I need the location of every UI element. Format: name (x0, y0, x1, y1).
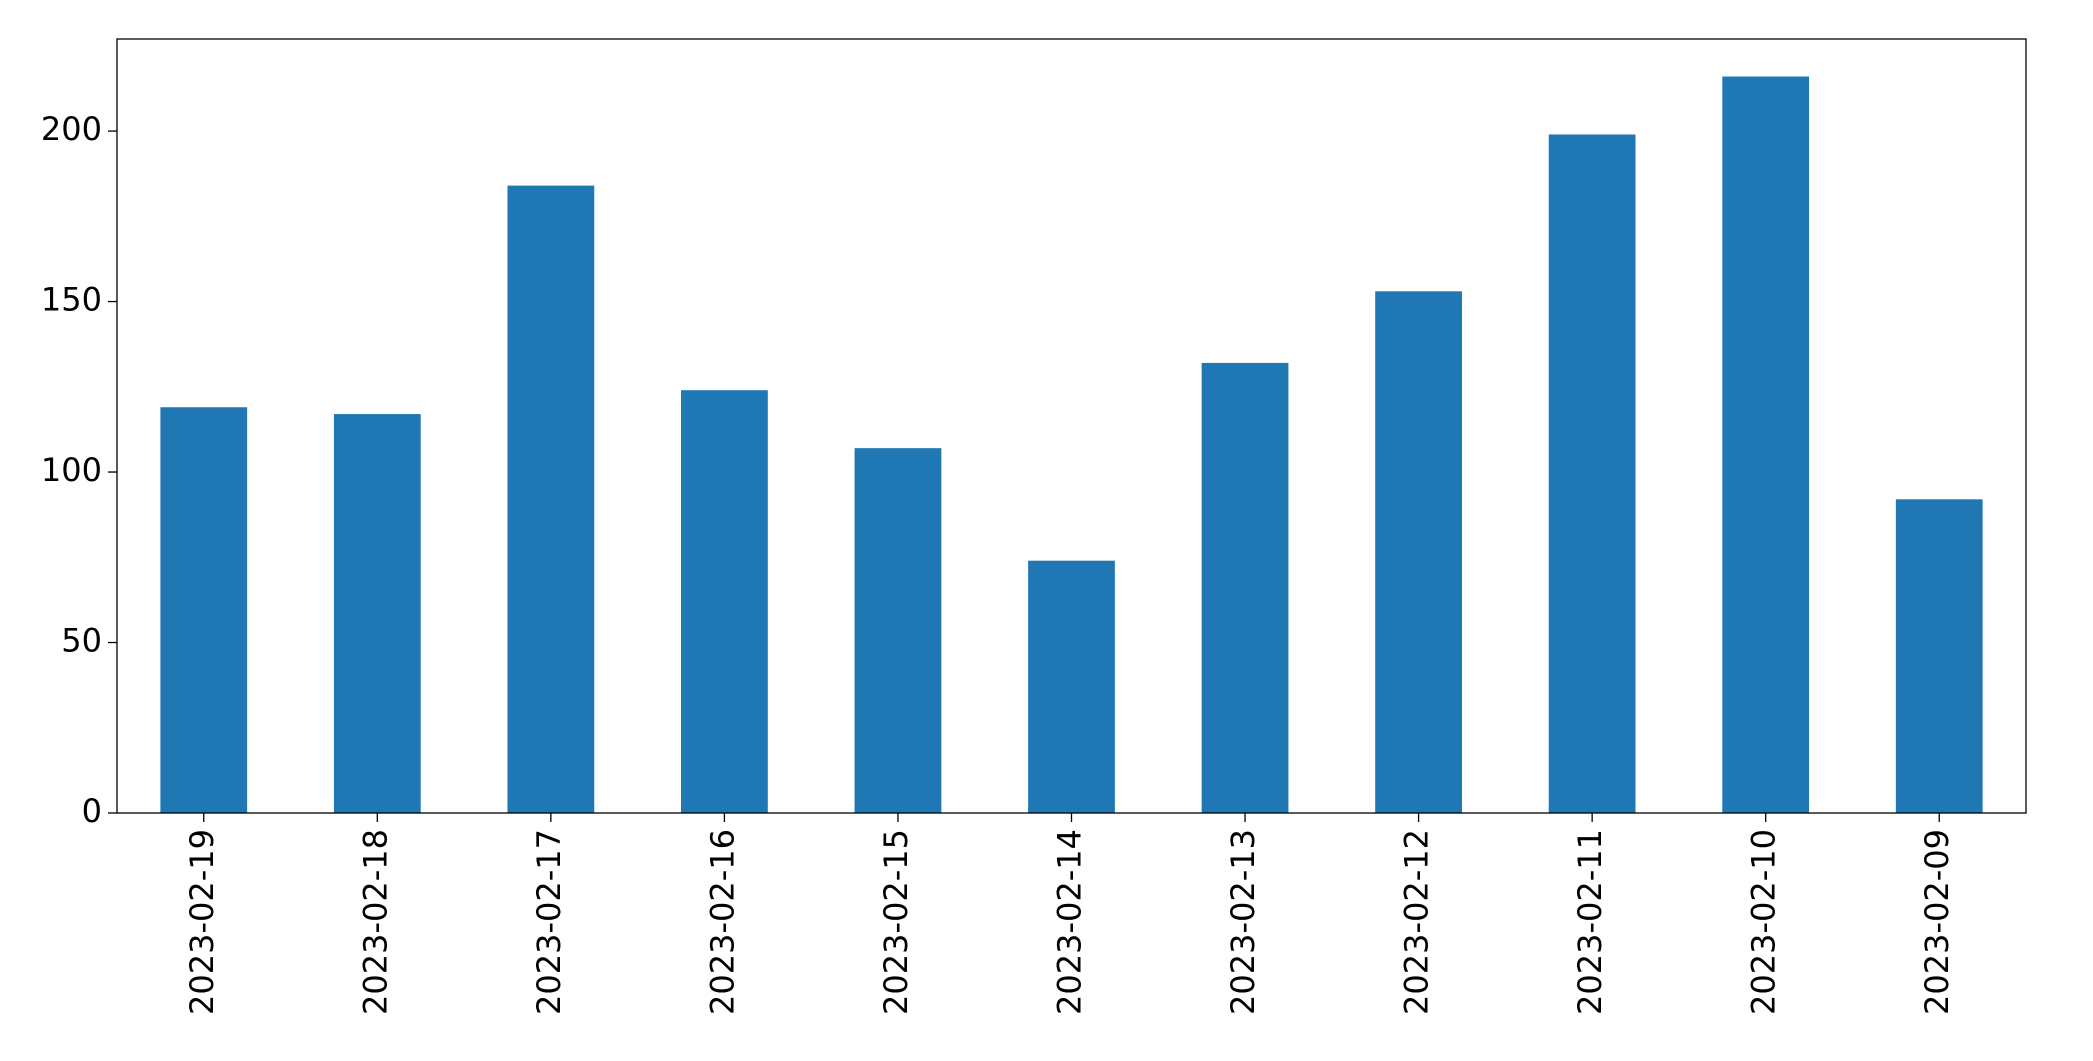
x-tick-label: 2023-02-11 (1571, 829, 1609, 1015)
x-tick-label: 2023-02-17 (530, 829, 568, 1015)
y-tick-label: 50 (61, 622, 102, 660)
x-tick-label: 2023-02-13 (1224, 829, 1262, 1015)
x-tick-label: 2023-02-14 (1051, 829, 1089, 1015)
plot-frame (116, 38, 2027, 814)
y-tick-label: 150 (41, 281, 102, 319)
x-tick-label: 2023-02-15 (877, 829, 915, 1015)
y-tick-label: 0 (82, 792, 102, 830)
x-tick-label: 2023-02-18 (356, 829, 394, 1015)
x-tick-label: 2023-02-10 (1745, 829, 1783, 1015)
x-tick-label: 2023-02-16 (703, 829, 741, 1015)
bar (507, 185, 595, 813)
x-tick-label: 2023-02-12 (1398, 829, 1436, 1015)
bar (333, 414, 421, 813)
bar (1548, 134, 1636, 813)
bar (681, 390, 768, 813)
bar (854, 448, 942, 813)
x-tick-label: 2023-02-09 (1918, 829, 1956, 1015)
bar (1895, 499, 1983, 813)
bar (1028, 560, 1115, 813)
bar (1201, 362, 1289, 813)
bar (1722, 76, 1810, 814)
y-tick-label: 200 (41, 110, 102, 148)
y-tick-label: 100 (41, 451, 102, 489)
bar (1375, 291, 1462, 814)
x-tick-label: 2023-02-19 (183, 829, 221, 1015)
bar (160, 407, 248, 813)
